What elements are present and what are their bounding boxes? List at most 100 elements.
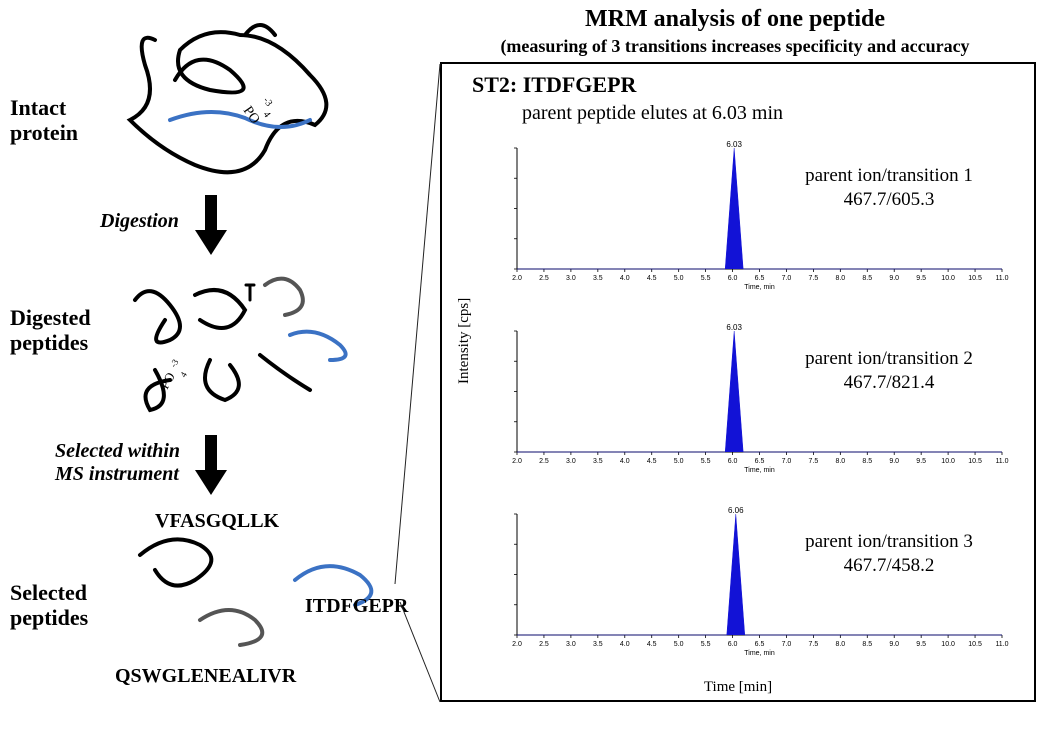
svg-text:10.0: 10.0 (941, 275, 955, 282)
intact-protein-drawing: PO 4 -3 (115, 10, 345, 190)
svg-text:3.0: 3.0 (566, 275, 576, 282)
svg-text:5.0: 5.0 (674, 641, 684, 648)
svg-text:8.0: 8.0 (835, 458, 845, 465)
svg-text:-3: -3 (261, 95, 275, 108)
svg-text:4.0: 4.0 (620, 275, 630, 282)
y-axis-label: Intensity [cps] (456, 298, 473, 384)
peptide-seq-3: QSWGLENEALIVR (115, 665, 296, 688)
svg-text:11.0: 11.0 (995, 641, 1008, 648)
svg-text:8.0: 8.0 (835, 275, 845, 282)
svg-text:4.0: 4.0 (620, 641, 630, 648)
transition-2-label: parent ion/transition 2 (774, 347, 1004, 371)
svg-text:10.0: 10.0 (941, 458, 955, 465)
label-intact-protein: Intact protein (10, 95, 78, 146)
svg-text:6.5: 6.5 (755, 458, 765, 465)
chromatogram-frame: ST2: ITDFGEPR parent peptide elutes at 6… (440, 62, 1036, 702)
workflow-panel: Intact protein PO 4 -3 Digestion Digeste… (0, 0, 420, 729)
chromatogram-1: 2.02.53.03.54.04.55.05.56.06.57.07.58.08… (492, 136, 1012, 291)
svg-text:9.5: 9.5 (916, 458, 926, 465)
transition-2-mz: 467.7/821.4 (774, 371, 1004, 395)
svg-text:Time, min: Time, min (744, 467, 775, 474)
svg-text:7.5: 7.5 (809, 641, 819, 648)
svg-text:9.5: 9.5 (916, 641, 926, 648)
svg-text:3.0: 3.0 (566, 458, 576, 465)
svg-text:11.0: 11.0 (995, 458, 1008, 465)
svg-text:9.0: 9.0 (889, 641, 899, 648)
chrom-label-3: parent ion/transition 3 467.7/458.2 (774, 530, 1004, 578)
svg-text:6.0: 6.0 (728, 641, 738, 648)
label-selected-peptides: Selected peptides (10, 580, 88, 631)
svg-text:2.0: 2.0 (512, 641, 522, 648)
svg-text:11.0: 11.0 (995, 275, 1008, 282)
svg-text:7.0: 7.0 (782, 275, 792, 282)
label-intact-line1: Intact protein (10, 95, 78, 145)
peptide-seq-1: VFASGQLLK (155, 510, 279, 533)
svg-text:9.0: 9.0 (889, 275, 899, 282)
label-digested-text: Digested peptides (10, 305, 91, 355)
svg-text:2.5: 2.5 (539, 641, 549, 648)
svg-text:Time, min: Time, min (744, 650, 775, 657)
mrm-panel: MRM analysis of one peptide (measuring o… (420, 0, 1050, 729)
svg-text:PO: PO (157, 370, 178, 392)
x-axis-label: Time [min] (442, 679, 1034, 696)
svg-text:2.5: 2.5 (539, 275, 549, 282)
svg-text:6.0: 6.0 (728, 275, 738, 282)
svg-text:10.5: 10.5 (968, 458, 982, 465)
svg-text:6.5: 6.5 (755, 275, 765, 282)
svg-text:5.0: 5.0 (674, 458, 684, 465)
svg-text:7.0: 7.0 (782, 641, 792, 648)
svg-text:5.5: 5.5 (701, 641, 711, 648)
chromatogram-3: 2.0 2.5 3.0 3.5 4.0 4.5 5.0 5.5 6.0 6.5 7.0 7.5 8.0 8… (492, 502, 1012, 657)
svg-text:8.0: 8.0 (835, 641, 845, 648)
svg-text:8.5: 8.5 (862, 458, 872, 465)
svg-text:5.0: 5.0 (674, 275, 684, 282)
chrom-header-st2: ST2: ITDFGEPR (472, 72, 636, 98)
svg-text:7.5: 7.5 (809, 458, 819, 465)
svg-text:10.5: 10.5 (968, 275, 982, 282)
svg-text:3.0: 3.0 (566, 641, 576, 648)
chromatogram-2: 2.02.53.03.54.04.55.05.56.06.57.07.58.08… (492, 319, 1012, 474)
svg-text:3.5: 3.5 (593, 458, 603, 465)
step-digestion: Digestion (100, 210, 179, 233)
svg-text:8.5: 8.5 (862, 275, 872, 282)
svg-text:4: 4 (261, 109, 273, 119)
svg-text:Time, min: Time, min (744, 284, 775, 291)
chrom-label-2: parent ion/transition 2 467.7/821.4 (774, 347, 1004, 395)
chrom-header-elute: parent peptide elutes at 6.03 min (522, 102, 783, 125)
transition-1-label: parent ion/transition 1 (774, 164, 1004, 188)
label-digested-peptides: Digested peptides (10, 305, 91, 356)
svg-text:10.0: 10.0 (941, 641, 955, 648)
transition-3-label: parent ion/transition 3 (774, 530, 1004, 554)
mrm-title: MRM analysis of one peptide (420, 6, 1050, 33)
svg-text:4.5: 4.5 (647, 275, 657, 282)
transition-1-mz: 467.7/605.3 (774, 188, 1004, 212)
svg-text:9.5: 9.5 (916, 275, 926, 282)
svg-text:8.5: 8.5 (862, 641, 872, 648)
svg-text:-3: -3 (168, 357, 181, 369)
svg-text:7.5: 7.5 (809, 275, 819, 282)
svg-text:5.5: 5.5 (701, 458, 711, 465)
peptide-seq-2: ITDFGEPR (305, 595, 408, 618)
arrow-selection (195, 435, 227, 500)
svg-text:4: 4 (178, 370, 189, 379)
svg-text:7.0: 7.0 (782, 458, 792, 465)
digested-peptides-drawing: PO 4 -3 (115, 260, 365, 430)
svg-text:4.5: 4.5 (647, 641, 657, 648)
step-selected-within: Selected within MS instrument (55, 440, 180, 486)
svg-text:6.06: 6.06 (728, 506, 744, 515)
mrm-subtitle: (measuring of 3 transitions increases sp… (389, 36, 1050, 57)
svg-text:4.0: 4.0 (620, 458, 630, 465)
label-selected-text: Selected peptides (10, 580, 88, 630)
svg-text:5.5: 5.5 (701, 275, 711, 282)
arrow-digestion (195, 195, 227, 260)
svg-text:6.03: 6.03 (726, 140, 742, 149)
transition-3-mz: 467.7/458.2 (774, 554, 1004, 578)
svg-text:6.5: 6.5 (755, 641, 765, 648)
chrom-label-1: parent ion/transition 1 467.7/605.3 (774, 164, 1004, 212)
svg-text:9.0: 9.0 (889, 458, 899, 465)
svg-text:3.5: 3.5 (593, 275, 603, 282)
svg-text:3.5: 3.5 (593, 641, 603, 648)
svg-text:2.0: 2.0 (512, 458, 522, 465)
svg-text:4.5: 4.5 (647, 458, 657, 465)
svg-text:2.5: 2.5 (539, 458, 549, 465)
